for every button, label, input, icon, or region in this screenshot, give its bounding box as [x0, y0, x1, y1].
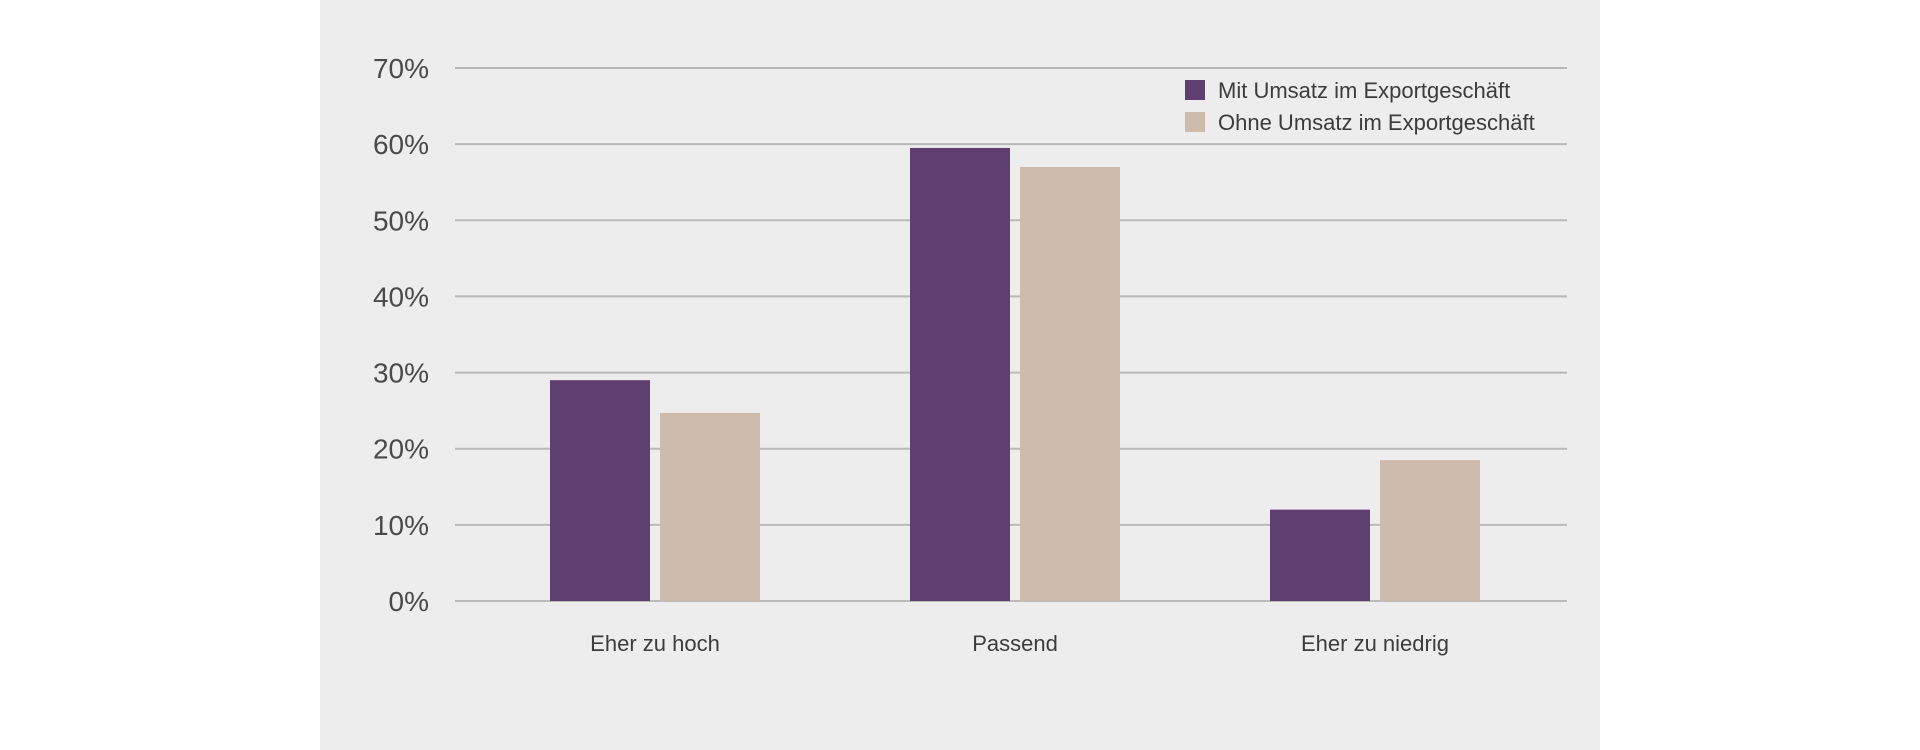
y-tick-label: 10% — [373, 510, 429, 541]
y-tick-label: 20% — [373, 434, 429, 465]
bars — [550, 147, 1480, 601]
y-tick-label: 30% — [373, 358, 429, 389]
y-axis-tick-labels: 0% 10% 20% 30% 40% 50% 60% 70% — [373, 53, 429, 617]
x-category-label: Eher zu hoch — [590, 631, 720, 656]
y-tick-label: 50% — [373, 205, 429, 236]
legend-label: Mit Umsatz im Exportgeschäft — [1218, 78, 1510, 103]
chart-panel: 0% 10% 20% 30% 40% 50% 60% 70% Eher zu hoch Pass… — [320, 0, 1600, 750]
y-tick-label: 0% — [389, 586, 429, 617]
bar-series2-cat1 — [660, 412, 760, 601]
x-category-label: Eher zu niedrig — [1301, 631, 1449, 656]
legend-label: Ohne Umsatz im Exportgeschäft — [1218, 110, 1535, 135]
bar-series1-cat1 — [550, 380, 650, 601]
x-category-label: Passend — [972, 631, 1058, 656]
y-tick-label: 70% — [373, 53, 429, 84]
bar-series1-cat3 — [1270, 509, 1370, 601]
y-tick-label: 40% — [373, 281, 429, 312]
bar-series2-cat3 — [1380, 460, 1480, 601]
bar-series1-cat2 — [910, 147, 1010, 601]
bar-series2-cat2 — [1020, 166, 1120, 601]
legend-swatch — [1185, 80, 1205, 100]
x-axis-category-labels: Eher zu hoch Passend Eher zu niedrig — [590, 631, 1449, 656]
legend: Mit Umsatz im Exportgeschäft Ohne Umsatz … — [1185, 78, 1535, 135]
y-tick-label: 60% — [373, 129, 429, 160]
bar-chart: 0% 10% 20% 30% 40% 50% 60% 70% Eher zu hoch Pass… — [373, 53, 1567, 656]
legend-swatch — [1185, 112, 1205, 132]
